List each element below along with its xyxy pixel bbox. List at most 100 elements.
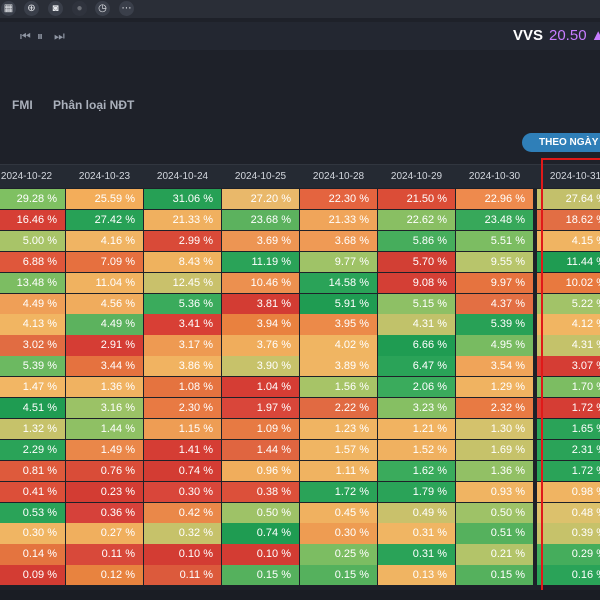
table-cell: 1.57 % xyxy=(300,439,377,461)
table-cell: 0.50 % xyxy=(222,502,299,523)
table-cell: 16.46 % xyxy=(0,209,65,231)
table-cell: 3.69 % xyxy=(222,230,299,252)
playback-bar: ⏮ ⏸ ⏭ xyxy=(0,22,600,50)
table-cell: 0.41 % xyxy=(0,481,65,502)
table-cell: 23.68 % xyxy=(222,209,299,231)
table-cell: 1.62 % xyxy=(378,460,455,481)
table-cell: 3.23 % xyxy=(378,398,455,419)
table-cell: 0.76 % xyxy=(66,460,143,481)
table-cell: 6.66 % xyxy=(378,335,455,356)
more-icon[interactable]: ⋯ xyxy=(119,1,134,16)
table-cell: 5.39 % xyxy=(0,356,65,377)
table-cell: 6.88 % xyxy=(0,251,65,272)
table-cell: 1.30 % xyxy=(456,418,533,440)
clock-icon[interactable]: ◷ xyxy=(95,1,110,16)
table-cell: 1.23 % xyxy=(300,418,377,440)
camera-icon[interactable]: ◙ xyxy=(48,1,63,16)
table-cell: 1.72 % xyxy=(300,481,377,502)
table-cell: 0.48 % xyxy=(537,502,600,523)
table-cell: 4.02 % xyxy=(300,335,377,356)
table-cell: 0.50 % xyxy=(456,502,533,523)
footer-strip xyxy=(0,590,600,600)
table-cell: 0.39 % xyxy=(537,523,600,544)
table-cell: 3.95 % xyxy=(300,314,377,335)
table-cell: 3.44 % xyxy=(66,356,143,377)
table-cell: 1.41 % xyxy=(144,439,221,461)
table-cell: 1.79 % xyxy=(378,481,455,502)
table-cell: 4.95 % xyxy=(456,335,533,356)
percentage-heatmap-table: 29.28 % 25.59 % 31.06 % 27.20 % 22.30 % 21.50… xyxy=(0,189,600,589)
tab-fmi[interactable]: FMI xyxy=(12,98,33,112)
table-cell: 0.51 % xyxy=(456,523,533,544)
table-cell: 0.74 % xyxy=(144,460,221,481)
table-cell: 1.09 % xyxy=(222,418,299,440)
zoom-icon[interactable]: ⊕ xyxy=(24,1,39,16)
table-cell: 1.69 % xyxy=(456,439,533,461)
table-cell: 0.96 % xyxy=(222,460,299,481)
table-cell: 0.23 % xyxy=(66,481,143,502)
date-column-header: 2024-10-29 xyxy=(390,171,443,182)
table-cell: 1.15 % xyxy=(144,418,221,440)
table-cell: 1.52 % xyxy=(378,439,455,461)
table-cell: 3.81 % xyxy=(222,293,299,314)
table-cell: 0.15 % xyxy=(456,565,533,586)
grid-icon[interactable]: ▦ xyxy=(1,1,16,16)
table-cell: 2.29 % xyxy=(0,439,65,461)
date-column-header: 2024-10-28 xyxy=(312,171,365,182)
table-cell: 1.72 % xyxy=(537,398,600,419)
table-cell: 6.47 % xyxy=(378,356,455,377)
table-cell: 4.37 % xyxy=(456,293,533,314)
table-cell: 1.04 % xyxy=(222,377,299,398)
table-cell: 4.31 % xyxy=(537,335,600,356)
table-cell: 0.09 % xyxy=(0,565,65,586)
table-cell: 9.77 % xyxy=(300,251,377,272)
table-cell: 0.13 % xyxy=(378,565,455,586)
table-cell: 1.29 % xyxy=(456,377,533,398)
table-cell: 2.06 % xyxy=(378,377,455,398)
table-cell: 4.15 % xyxy=(537,230,600,252)
table-cell: 27.64 % xyxy=(537,189,600,210)
table-cell: 10.46 % xyxy=(222,272,299,293)
table-cell: 0.30 % xyxy=(144,481,221,502)
previous-icon[interactable]: ⏮ xyxy=(20,29,31,43)
table-cell: 5.00 % xyxy=(0,230,65,252)
table-cell: 2.32 % xyxy=(456,398,533,419)
table-cell: 1.11 % xyxy=(300,460,377,481)
table-cell: 1.97 % xyxy=(222,398,299,419)
table-cell: 1.56 % xyxy=(300,377,377,398)
table-cell: 27.20 % xyxy=(222,189,299,210)
table-cell: 11.19 % xyxy=(222,251,299,272)
table-cell: 3.90 % xyxy=(222,356,299,377)
date-column-header: 2024-10-24 xyxy=(156,171,209,182)
table-cell: 5.51 % xyxy=(456,230,533,252)
table-cell: 21.33 % xyxy=(144,209,221,231)
table-cell: 14.58 % xyxy=(300,272,377,293)
table-cell: 5.22 % xyxy=(537,293,600,314)
table-cell: 3.89 % xyxy=(300,356,377,377)
table-cell: 3.17 % xyxy=(144,335,221,356)
table-cell: 0.16 % xyxy=(537,565,600,586)
table-cell: 0.53 % xyxy=(0,502,65,523)
table-cell: 22.96 % xyxy=(456,189,533,210)
table-cell: 0.25 % xyxy=(300,544,377,565)
table-cell: 0.93 % xyxy=(456,481,533,502)
pause-icon[interactable]: ⏸ xyxy=(37,29,44,43)
table-cell: 13.48 % xyxy=(0,272,65,293)
table-cell: 0.98 % xyxy=(537,481,600,502)
table-cell: 5.15 % xyxy=(378,293,455,314)
table-cell: 1.36 % xyxy=(456,460,533,481)
date-column-header: 2024-10-25 xyxy=(234,171,287,182)
date-column-header: 2024-10-30 xyxy=(468,171,521,182)
next-icon[interactable]: ⏭ xyxy=(54,29,65,43)
table-cell: 3.07 % xyxy=(537,356,600,377)
view-by-day-button[interactable]: THEO NGÀY xyxy=(522,133,600,152)
table-cell: 1.32 % xyxy=(0,418,65,440)
table-cell: 22.30 % xyxy=(300,189,377,210)
tab-investor-classification[interactable]: Phân loại NĐT xyxy=(53,98,135,112)
date-column-header: 2024-10-23 xyxy=(78,171,131,182)
table-cell: 0.32 % xyxy=(144,523,221,544)
table-cell: 0.14 % xyxy=(0,544,65,565)
disabled-icon: ● xyxy=(72,1,87,16)
table-cell: 1.21 % xyxy=(378,418,455,440)
table-cell: 10.02 % xyxy=(537,272,600,293)
